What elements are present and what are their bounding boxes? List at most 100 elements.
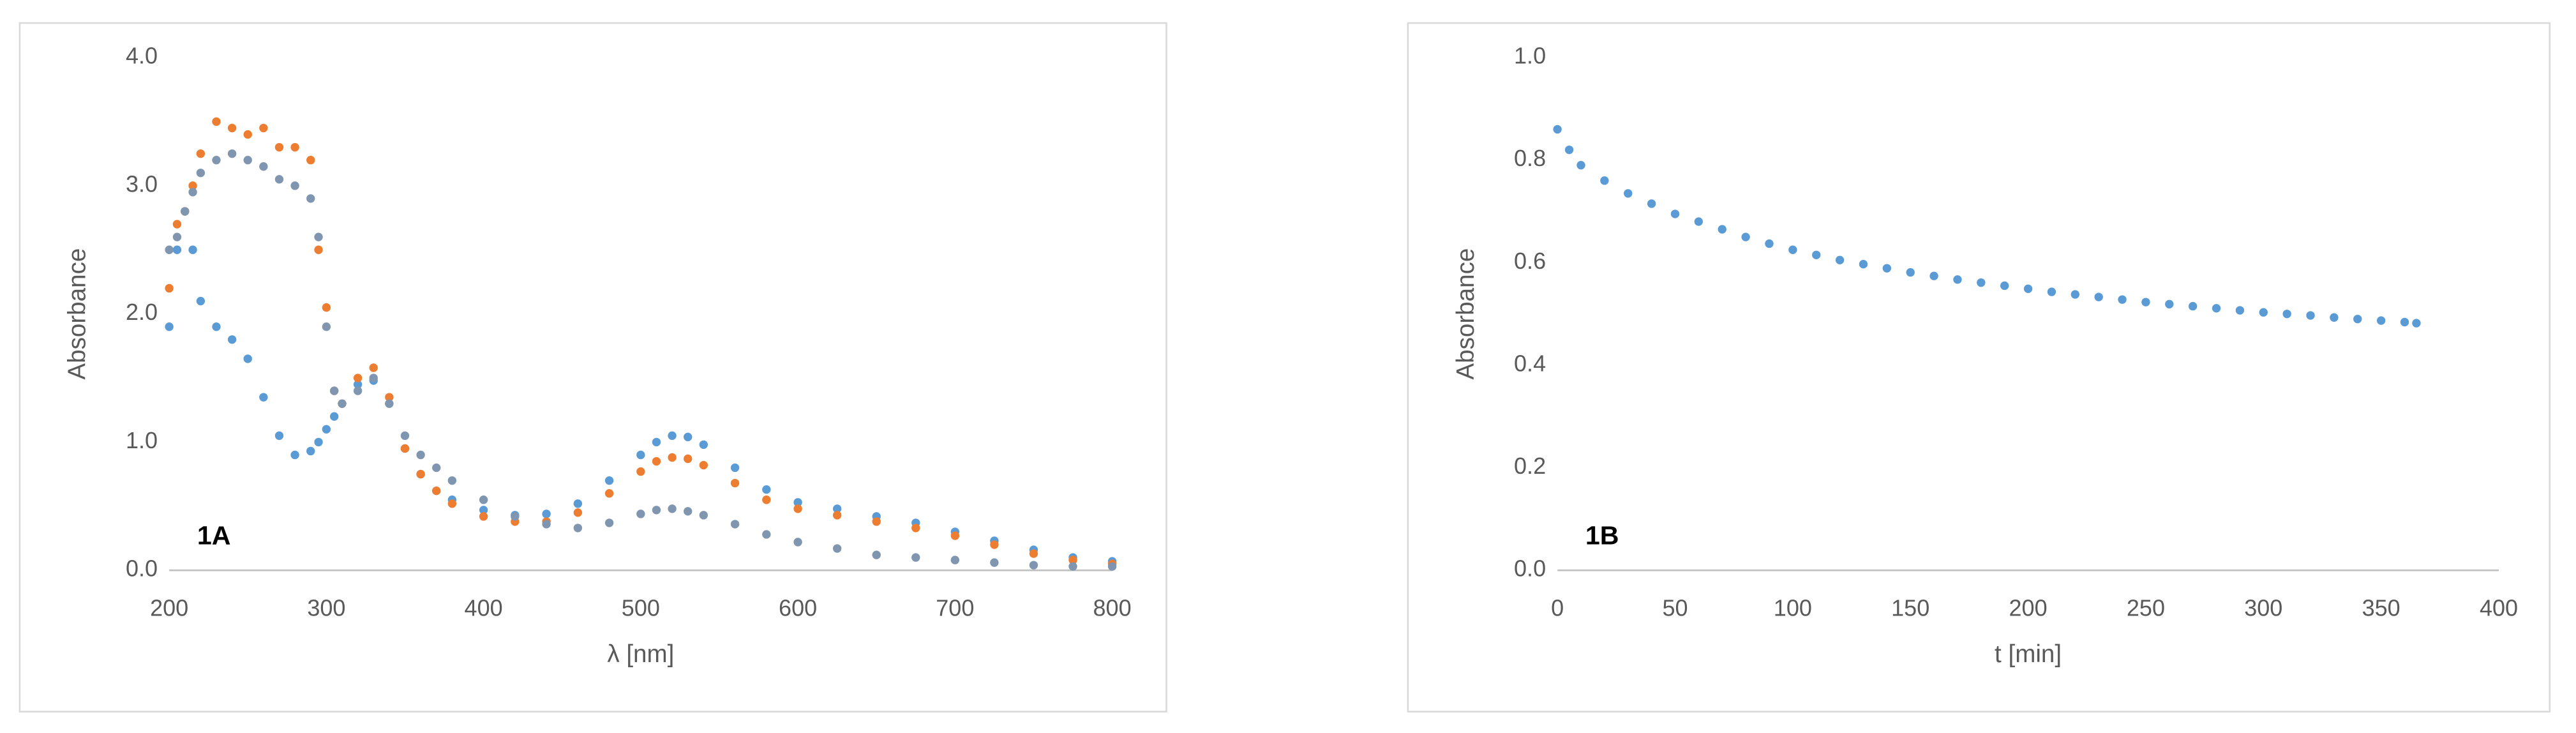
x-tick-label: 150: [1891, 594, 1929, 621]
data-point: [2376, 316, 2386, 325]
data-point: [832, 544, 842, 553]
x-tick-label: 0: [1551, 594, 1564, 621]
data-point: [604, 518, 614, 527]
data-point: [699, 460, 708, 470]
data-point: [212, 156, 221, 165]
y-tick-label: 0.8: [1514, 145, 1546, 171]
data-point: [259, 162, 268, 171]
x-tick-label: 250: [2127, 594, 2165, 621]
data-point: [400, 431, 410, 441]
y-tick-label: 1.0: [1514, 43, 1546, 69]
data-point: [196, 169, 206, 178]
panel-label: 1B: [1585, 521, 1619, 550]
x-tick-label: 500: [622, 594, 660, 621]
x-tick-label: 50: [1662, 594, 1688, 621]
y-tick-label: 0.0: [126, 555, 158, 582]
data-point: [314, 437, 323, 447]
data-point: [793, 504, 802, 513]
data-point: [573, 508, 583, 517]
data-point: [227, 335, 237, 344]
data-point: [699, 511, 708, 520]
data-point: [432, 463, 441, 472]
data-point: [1670, 209, 1680, 218]
data-point: [730, 520, 740, 529]
data-point: [188, 181, 197, 190]
data-point: [447, 476, 457, 485]
data-point: [447, 499, 457, 508]
data-point: [212, 322, 221, 331]
data-point: [306, 194, 315, 203]
x-axis-title: t [min]: [1995, 640, 2062, 668]
data-point: [636, 467, 645, 476]
data-point: [832, 511, 842, 520]
data-point: [1107, 562, 1117, 571]
data-point: [542, 520, 551, 529]
data-point: [730, 478, 740, 488]
data-point: [1624, 189, 1633, 198]
data-point: [2212, 304, 2221, 313]
data-point: [1576, 161, 1585, 170]
data-point: [652, 506, 661, 515]
data-point: [668, 453, 677, 462]
data-point: [668, 431, 677, 441]
data-point: [165, 322, 174, 331]
data-point: [2259, 308, 2268, 317]
x-tick-label: 300: [307, 594, 345, 621]
panel-label: 1A: [197, 521, 231, 550]
data-point: [196, 149, 206, 158]
data-point: [990, 558, 999, 567]
data-point: [243, 354, 252, 363]
data-point: [385, 393, 394, 402]
y-tick-label: 0.2: [1514, 453, 1546, 479]
data-point: [369, 363, 378, 372]
data-point: [652, 457, 661, 466]
data-point: [353, 380, 363, 389]
data-point: [990, 540, 999, 549]
data-point: [322, 322, 331, 331]
data-point: [1068, 562, 1077, 571]
data-point: [385, 399, 394, 408]
data-point: [573, 524, 583, 533]
data-point: [2094, 292, 2103, 301]
x-tick-label: 700: [936, 594, 974, 621]
y-tick-label: 0.0: [1514, 555, 1546, 582]
data-point: [950, 555, 960, 564]
data-point: [290, 142, 299, 152]
data-point: [181, 207, 190, 216]
data-point: [212, 117, 221, 126]
data-point: [2330, 313, 2339, 322]
data-point: [479, 495, 488, 504]
data-point: [432, 487, 441, 495]
data-point: [329, 412, 339, 421]
x-tick-label: 400: [2480, 594, 2518, 621]
data-point: [793, 538, 802, 547]
data-point: [227, 123, 237, 133]
data-point: [172, 245, 182, 254]
data-point: [2071, 290, 2080, 299]
data-point: [172, 232, 182, 241]
data-point: [290, 181, 299, 190]
data-point: [274, 431, 284, 441]
data-point: [1882, 264, 1892, 273]
data-point: [196, 296, 206, 306]
data-point: [188, 245, 197, 254]
data-point: [1788, 245, 1797, 254]
data-point: [2400, 317, 2409, 327]
data-point: [416, 450, 425, 460]
x-tick-label: 100: [1774, 594, 1812, 621]
data-point: [165, 245, 174, 254]
data-point: [1600, 176, 1609, 185]
data-point: [1953, 275, 1962, 284]
data-point: [259, 393, 268, 402]
data-point: [188, 188, 197, 197]
data-point: [1694, 217, 1704, 226]
data-point: [699, 440, 708, 450]
data-point: [1977, 278, 1986, 287]
y-tick-label: 2.0: [126, 299, 158, 325]
data-point: [1812, 250, 1821, 259]
data-point: [314, 232, 323, 241]
x-tick-label: 300: [2244, 594, 2282, 621]
data-point: [911, 553, 920, 562]
x-tick-label: 200: [2009, 594, 2048, 621]
data-point: [329, 386, 339, 395]
